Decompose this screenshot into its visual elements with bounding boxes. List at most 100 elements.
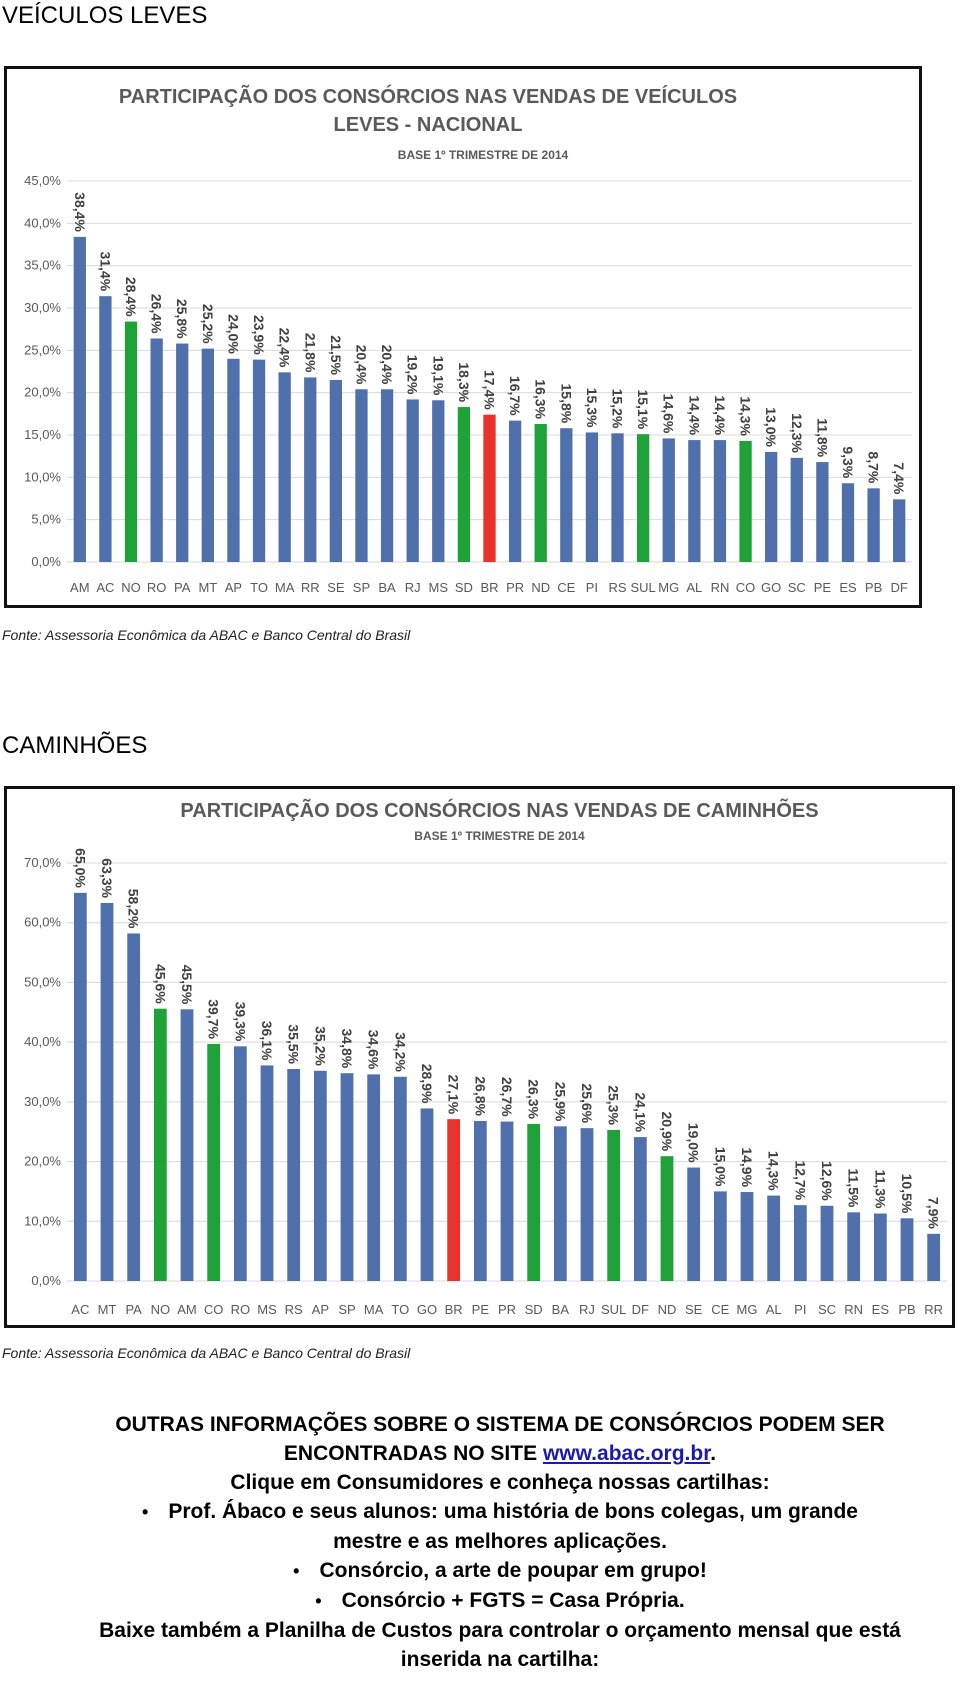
heading: VEÍCULOS LEVES <box>2 2 208 29</box>
value-label: 38,4% <box>72 192 88 232</box>
value-label: 14,4% <box>712 395 728 435</box>
chart-frame: PARTICIPAÇÃO DOS CONSÓRCIOS NAS VENDAS D… <box>4 66 922 608</box>
x-tick-label: CO <box>204 1302 224 1317</box>
bar <box>420 1108 434 1281</box>
bar <box>793 1205 807 1281</box>
value-label: 39,7% <box>206 999 222 1039</box>
x-tick-label: SE <box>685 1302 703 1317</box>
bar <box>816 462 829 562</box>
bar <box>767 1195 781 1281</box>
bar <box>287 1069 301 1281</box>
bullet-list: Prof. Ábaco e seus alunos: uma história … <box>70 1497 930 1616</box>
x-tick-label: DF <box>891 580 908 595</box>
value-label: 22,4% <box>277 328 293 368</box>
source-note: Fonte: Assessoria Econômica da ABAC e Ba… <box>2 627 411 643</box>
punctuation: . <box>710 1442 717 1465</box>
x-tick-label: GO <box>417 1302 437 1317</box>
value-label: 21,5% <box>328 335 344 375</box>
bar <box>560 428 573 562</box>
bullet: Prof. Ábaco e seus alunos: uma história … <box>70 1497 930 1556</box>
x-tick-label: PR <box>498 1302 516 1317</box>
chart-frame: PARTICIPAÇÃO DOS CONSÓRCIOS NAS VENDAS D… <box>4 786 955 1328</box>
value-label: 20,4% <box>379 345 395 385</box>
x-tick-label: MS <box>429 580 449 595</box>
value-label: 20,9% <box>659 1111 675 1151</box>
value-label: 35,2% <box>312 1026 328 1066</box>
value-label: 19,0% <box>686 1123 702 1163</box>
bullet: Consórcio, a arte de poupar em grupo! <box>70 1556 930 1586</box>
x-tick-label: AM <box>70 580 90 595</box>
x-tick-label: SUL <box>601 1302 626 1317</box>
value-label: 17,4% <box>482 370 498 410</box>
y-tick-label: 10,0% <box>24 1213 61 1228</box>
bar <box>367 1074 381 1281</box>
bar <box>340 1073 354 1281</box>
bar <box>900 1218 914 1281</box>
bar <box>660 1156 674 1281</box>
value-label: 11,8% <box>814 418 830 457</box>
x-tick-label: RN <box>844 1302 863 1317</box>
x-tick-label: PE <box>472 1302 490 1317</box>
bar <box>927 1233 941 1281</box>
y-tick-label: 0,0% <box>31 1273 61 1288</box>
value-label: 21,8% <box>302 333 318 373</box>
x-tick-label: GO <box>761 580 781 595</box>
bar <box>278 372 291 562</box>
value-label: 14,3% <box>766 1151 782 1191</box>
bar <box>483 414 496 562</box>
bar <box>100 903 114 1281</box>
y-tick-label: 20,0% <box>24 385 61 400</box>
bar <box>124 321 138 562</box>
x-tick-label: SE <box>327 580 345 595</box>
x-tick-label: AM <box>177 1302 197 1317</box>
heading: CAMINHÕES <box>2 732 148 759</box>
x-tick-label: PA <box>125 1302 142 1317</box>
y-tick-label: 15,0% <box>24 427 61 442</box>
value-label: 16,3% <box>533 379 549 419</box>
bar <box>820 1205 834 1281</box>
x-tick-label: TO <box>391 1302 409 1317</box>
x-tick-label: MT <box>98 1302 117 1317</box>
value-label: 14,3% <box>738 396 754 436</box>
bar <box>153 1008 167 1281</box>
value-label: 65,0% <box>72 848 88 888</box>
value-label: 10,5% <box>899 1174 915 1214</box>
bar <box>688 440 701 562</box>
bar <box>406 399 419 562</box>
x-tick-label: PR <box>506 580 524 595</box>
x-tick-label: PB <box>865 580 882 595</box>
y-tick-label: 30,0% <box>24 1094 61 1109</box>
value-label: 25,2% <box>200 304 216 344</box>
value-label: 16,7% <box>507 376 523 416</box>
x-tick-label: RJ <box>579 1302 595 1317</box>
bar <box>176 343 189 562</box>
x-tick-label: ND <box>658 1302 677 1317</box>
site-link[interactable]: www.abac.org.br <box>542 1442 711 1465</box>
value-label: 12,6% <box>819 1161 835 1201</box>
value-label: 19,1% <box>430 356 446 396</box>
bar <box>99 296 112 562</box>
bar <box>893 499 906 562</box>
bar <box>355 389 368 562</box>
x-tick-label: RS <box>608 580 626 595</box>
value-label: 36,1% <box>259 1021 275 1061</box>
value-label: 15,3% <box>584 388 600 428</box>
bar <box>713 1191 727 1281</box>
x-tick-label: ES <box>872 1302 890 1317</box>
value-label: 15,0% <box>712 1147 728 1187</box>
x-tick-label: PI <box>794 1302 806 1317</box>
bar <box>304 377 317 562</box>
x-tick-label: AL <box>766 1302 782 1317</box>
x-tick-label: MG <box>658 580 679 595</box>
bar <box>585 432 599 562</box>
x-tick-label: PB <box>898 1302 915 1317</box>
x-tick-label: MG <box>737 1302 758 1317</box>
bar <box>329 379 343 562</box>
value-label: 15,8% <box>558 384 574 424</box>
x-tick-label: AP <box>225 580 242 595</box>
x-tick-label: SUL <box>630 580 655 595</box>
x-tick-label: MA <box>275 580 295 595</box>
value-label: 7,4% <box>891 462 907 494</box>
x-tick-label: PE <box>814 580 832 595</box>
